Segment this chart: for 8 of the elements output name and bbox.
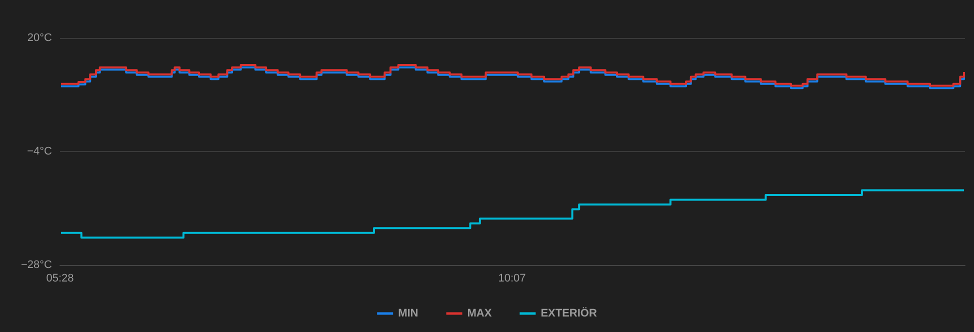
y-tick-label: −4°C xyxy=(27,146,52,158)
x-tick-label: 10:07 xyxy=(498,272,526,284)
y-tick-label: 20°C xyxy=(27,32,52,44)
legend-label: MAX xyxy=(467,308,492,320)
legend-label: EXTERIÖR xyxy=(540,306,597,320)
legend-label: MIN xyxy=(398,308,418,320)
y-tick-label: −28°C xyxy=(20,259,52,271)
x-tick-label: 05:28 xyxy=(46,272,74,284)
